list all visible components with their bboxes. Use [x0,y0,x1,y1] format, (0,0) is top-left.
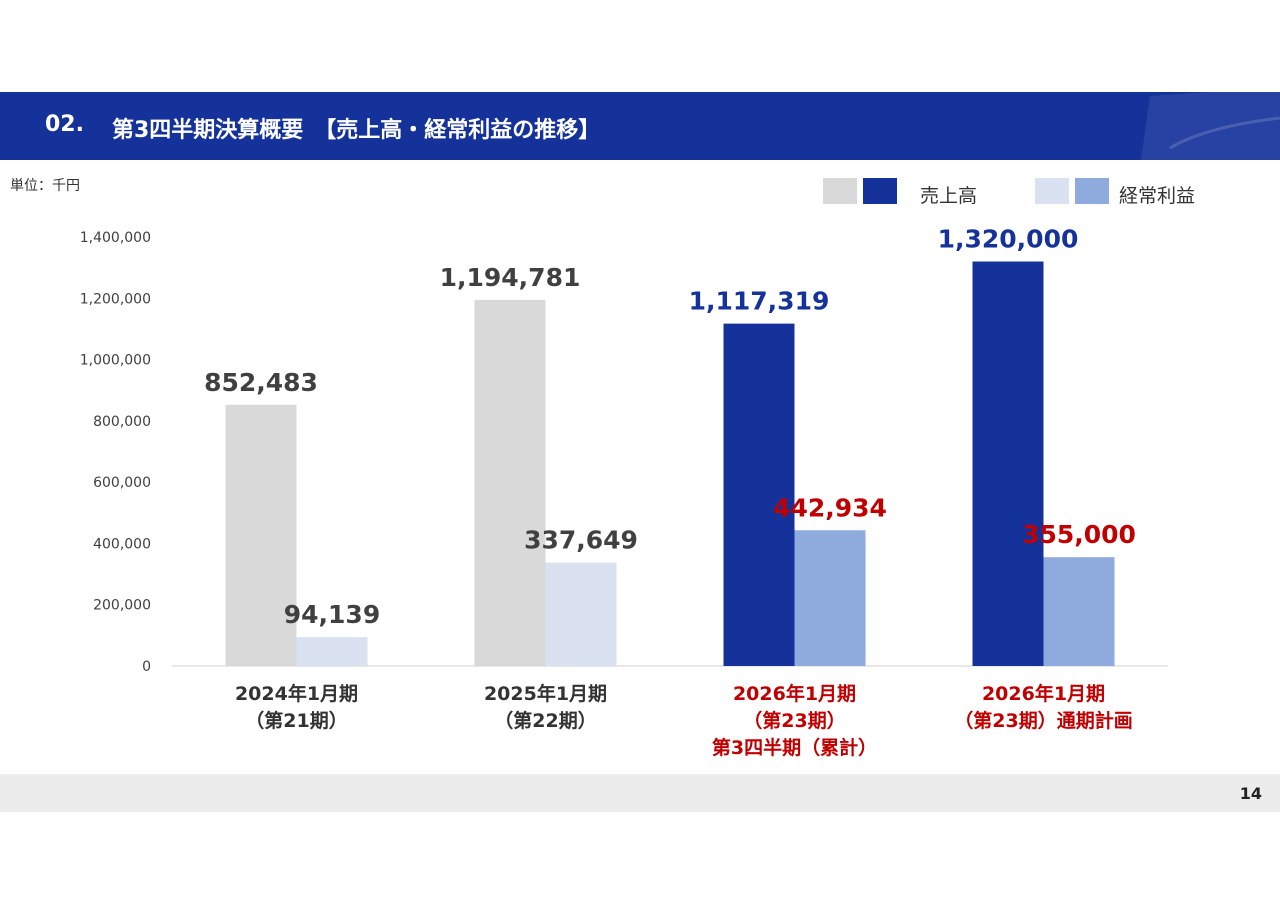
bar-sales [474,299,546,666]
legend-swatch-sales-gray [823,178,857,204]
legend-swatch-profit-light [1035,178,1069,204]
bar-sales [225,404,297,666]
data-label-profit: 94,139 [284,600,380,629]
unit-label: 単位：千円 [10,178,80,194]
x-category-label: 2025年1月期 [484,682,607,705]
bar-profit [545,562,617,666]
y-tick-label: 400,000 [93,536,151,552]
x-category-label: （第22期） [494,709,596,732]
x-category-label: 2026年1月期 [733,682,856,705]
data-label-sales: 852,483 [204,368,318,397]
y-tick-label: 800,000 [93,414,151,430]
x-category-label: （第23期）通期計画 [954,709,1132,732]
x-category-label: 2026年1月期 [982,682,1105,705]
y-tick-label: 1,200,000 [80,291,151,307]
x-category-label: 2024年1月期 [235,682,358,705]
y-tick-label: 600,000 [93,475,151,491]
data-label-profit: 442,934 [773,493,887,522]
x-category-label: 第3四半期（累計） [712,736,877,759]
data-label-profit: 355,000 [1022,520,1136,549]
data-label-sales: 1,320,000 [938,225,1079,254]
page-number: 14 [1239,784,1262,803]
legend-swatch-profit-blue [1075,178,1109,204]
data-label-sales: 1,117,319 [689,287,830,316]
legend-label-profit: 経常利益 [1119,185,1196,207]
x-category-label: （第23期） [743,709,845,732]
y-tick-label: 0 [142,659,151,675]
bar-profit [794,530,866,666]
bar-sales [723,323,795,666]
bar-sales [972,261,1044,666]
y-tick-label: 1,400,000 [80,230,151,246]
footer-bar: 14 [0,774,1280,812]
header-bar: 02. 第3四半期決算概要 【売上高・経常利益の推移】 [0,92,1280,160]
legend-label-sales: 売上高 [920,185,978,207]
data-label-profit: 337,649 [524,526,638,555]
y-tick-label: 200,000 [93,598,151,614]
data-label-sales: 1,194,781 [440,263,581,292]
bar-profit [296,637,368,666]
page-title: 第3四半期決算概要 【売上高・経常利益の推移】 [112,118,601,143]
section-number: 02. [45,112,84,137]
legend-swatch-sales-blue [863,178,897,204]
y-tick-label: 1,000,000 [80,353,151,369]
company-logo-watermark [1140,92,1280,160]
x-category-label: （第21期） [245,709,347,732]
bar-profit [1043,557,1115,666]
